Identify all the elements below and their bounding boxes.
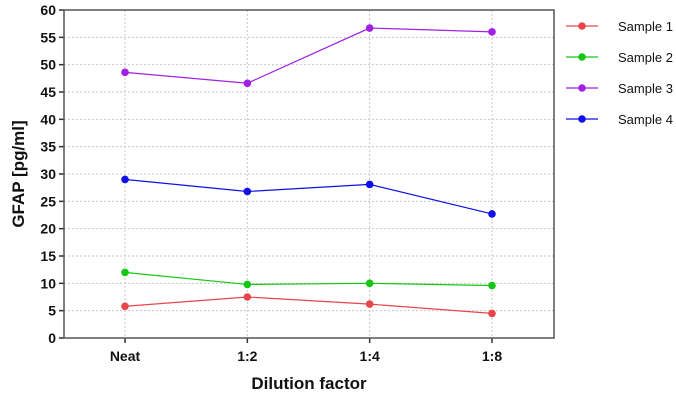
y-tick-label: 50 — [40, 57, 56, 73]
y-tick-label: 5 — [48, 303, 56, 319]
series-line-3 — [124, 27, 493, 84]
data-point — [365, 300, 374, 308]
data-point — [121, 68, 129, 77]
legend-marker — [578, 22, 586, 30]
y-tick-label: 45 — [40, 84, 56, 100]
legend-label: Sample 3 — [618, 81, 673, 96]
legend-marker — [578, 53, 586, 61]
y-tick-label: 15 — [40, 248, 56, 264]
series-line-4 — [124, 178, 493, 215]
data-point — [243, 79, 252, 88]
x-tick-label: Neat — [110, 348, 141, 364]
legend-label: Sample 4 — [618, 112, 673, 127]
y-tick-label: 0 — [48, 330, 56, 346]
y-tick-label: 25 — [40, 193, 56, 209]
series-line-1 — [124, 296, 493, 314]
y-tick-label: 55 — [40, 29, 56, 45]
data-point — [365, 279, 374, 288]
x-axis-title: Dilution factor — [251, 374, 367, 393]
data-point — [243, 187, 252, 196]
data-point — [243, 293, 252, 301]
y-tick-label: 10 — [40, 275, 56, 291]
data-point — [121, 302, 129, 311]
legend-marker — [578, 84, 586, 92]
data-point — [121, 175, 129, 184]
x-tick-label: 1:2 — [237, 348, 257, 364]
y-tick-label: 35 — [40, 139, 56, 155]
data-point — [243, 280, 252, 289]
y-tick-label: 40 — [40, 111, 56, 127]
legend-marker — [578, 115, 586, 123]
y-tick-label: 60 — [40, 2, 56, 18]
data-point — [488, 309, 496, 318]
legend-label: Sample 2 — [618, 50, 673, 65]
x-tick-label: 1:8 — [482, 348, 502, 364]
data-point — [365, 24, 374, 32]
data-point — [488, 281, 496, 290]
y-tick-label: 30 — [40, 166, 56, 182]
data-point — [365, 180, 374, 189]
axes: 0 5 10 15 20 25 30 35 40 45 50 55 60 Neat 1:2 1:4 1:8 — [40, 2, 555, 364]
y-tick-label: 20 — [40, 221, 56, 237]
data-point — [121, 268, 129, 277]
data-point — [488, 210, 496, 218]
plot-frame — [63, 9, 555, 339]
data-point — [488, 28, 496, 36]
legend-label: Sample 1 — [618, 19, 673, 34]
series-line-2 — [124, 271, 493, 287]
legend: Sample 1 Sample 2 Sample 3 Sample 4 — [566, 19, 673, 127]
y-axis-title: GFAP [pg/ml] — [9, 120, 28, 227]
grid-lines — [64, 9, 554, 338]
data-series — [121, 24, 496, 318]
x-tick-label: 1:4 — [360, 348, 380, 364]
